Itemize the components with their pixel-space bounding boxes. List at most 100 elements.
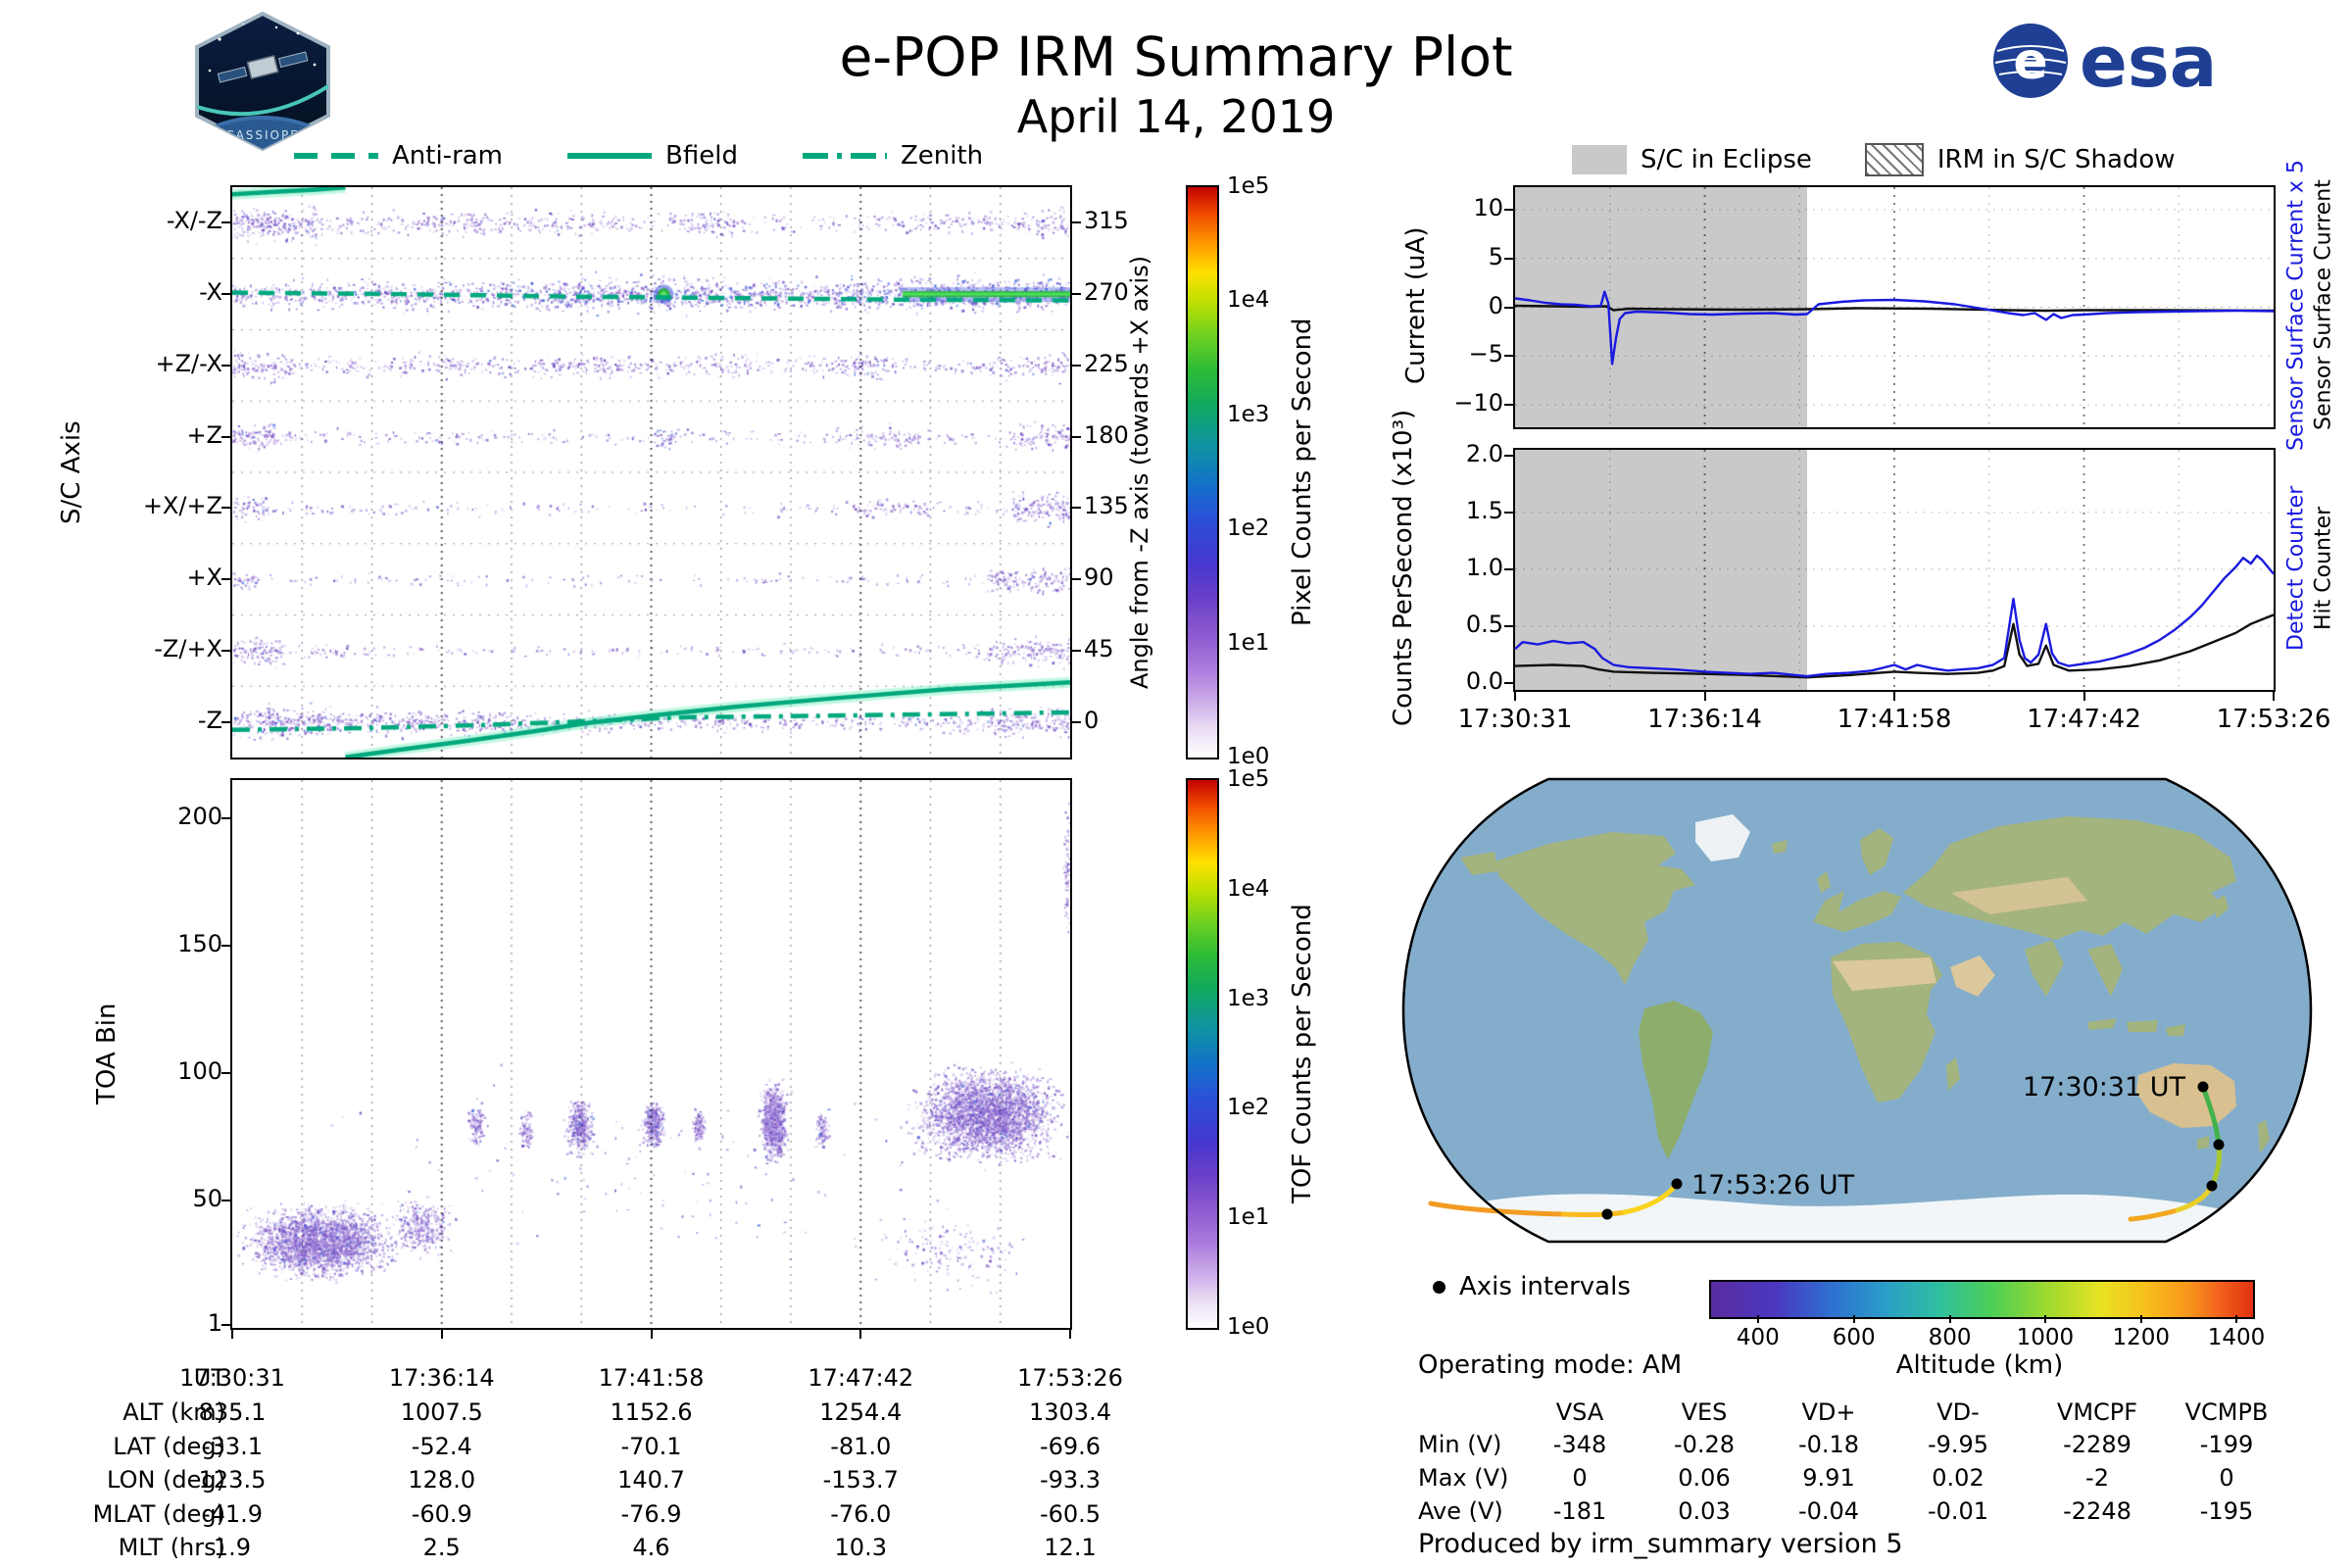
voltage-cell: -2248 (2063, 1497, 2132, 1525)
altitude-tick-label: 800 (1928, 1325, 1972, 1350)
angle-tick-label: 225 (1084, 349, 1129, 377)
sc-axis-tick-label: -Z/+X (154, 634, 222, 662)
footer-produced-by: Produced by irm_summary version 5 (1418, 1529, 1903, 1559)
india (2025, 940, 2064, 997)
sc-axis-tick-label: -X (199, 278, 222, 307)
voltage-cell: -0.04 (1797, 1497, 1860, 1525)
pixel-colorbar-tick: 1e2 (1227, 515, 1270, 542)
axis-tick (221, 1200, 230, 1201)
x-axis-tick (440, 1330, 443, 1339)
ephemeris-cell: 835.1 (198, 1398, 267, 1426)
voltage-cell: -195 (2199, 1497, 2254, 1525)
time-tick-label: 17:41:58 (1837, 705, 1952, 734)
ephemeris-cell: 17:30:31 (179, 1364, 285, 1392)
tof-colorbar-tick: 1e1 (1227, 1204, 1270, 1231)
ephemeris-cell: -153.7 (822, 1466, 899, 1494)
axis-tick (1504, 567, 1513, 570)
x-axis-tick (1893, 692, 1895, 701)
altitude-label: Altitude (km) (1895, 1350, 2064, 1380)
toa-tick-label: 50 (192, 1185, 222, 1212)
hit-counter-label: Hit Counter (2311, 506, 2336, 630)
detect-counter-label: Detect Counter (2283, 485, 2309, 651)
x-axis-tick (650, 1330, 653, 1339)
altitude-tick (2235, 1315, 2238, 1323)
voltage-cell: 0 (1572, 1464, 1588, 1492)
toa-tick-label: 150 (177, 930, 222, 957)
altitude-tick (2139, 1315, 2142, 1323)
voltage-column-header: VCMPB (2184, 1398, 2269, 1426)
esa-wordmark: esa (2080, 21, 2217, 103)
operating-mode: Operating mode: AM (1418, 1350, 1683, 1380)
pixel-colorbar-tick: 1e0 (1227, 744, 1270, 769)
ephemeris-row-label: MLT (hrs) (118, 1534, 225, 1561)
axis-tick (221, 1072, 230, 1074)
toa-tick-label: 100 (177, 1057, 222, 1085)
legend-item-shadow: IRM in S/C Shadow (1864, 143, 2176, 176)
x-axis-tick (2082, 692, 2085, 701)
japan (2213, 895, 2229, 918)
eclipse-swatch (1572, 145, 1627, 174)
ephemeris-cell: -81.0 (830, 1433, 892, 1460)
page-subtitle: April 14, 2019 (1016, 90, 1336, 143)
voltage-cell: 0.03 (1678, 1497, 1731, 1525)
tof-colorbar-tick: 1e5 (1227, 766, 1270, 792)
satellite-icon (217, 51, 309, 83)
axis-intervals-label: Axis intervals (1459, 1272, 1631, 1301)
ephemeris-cell: 128.0 (408, 1466, 476, 1494)
axis-tick (1072, 720, 1081, 723)
counts-plot (1514, 450, 2275, 690)
voltage-column-header: VES (1681, 1398, 1728, 1426)
angle-tick-label: 90 (1084, 564, 1114, 592)
axis-tick (221, 293, 230, 296)
cassiope-mission-badge: CASSIOPE (195, 11, 330, 152)
continents (1441, 814, 2278, 1242)
counts-tick-label: 0.0 (1465, 667, 1503, 696)
sensor-current-x5-label: Sensor Surface Current x 5 (2283, 160, 2309, 451)
ground-track (1428, 1084, 2223, 1222)
voltage-cell: 0.02 (1932, 1464, 1984, 1492)
voltage-cell: 0 (2219, 1464, 2234, 1492)
axis-tick (221, 649, 230, 652)
angle-tick-label: 315 (1084, 207, 1129, 235)
axis-tick (221, 435, 230, 438)
badge-text: CASSIOPE (225, 128, 300, 142)
south-america (1639, 1001, 1713, 1159)
legend-label: Zenith (900, 141, 984, 171)
ephemeris-cell: 1152.6 (610, 1398, 693, 1426)
legend-label: S/C in Eclipse (1641, 145, 1812, 174)
voltage-cell: -181 (1552, 1497, 1607, 1525)
arabia (1950, 956, 1995, 997)
sc-axis-tick-label: +Z (186, 420, 222, 449)
axis-interval-dot-icon (1433, 1280, 1446, 1294)
track-start-label: 17:30:31 UT (2023, 1072, 2186, 1102)
axis-tick (221, 945, 230, 947)
voltage-cell: 0.06 (1678, 1464, 1731, 1492)
pixel-colorbar-tick: 1e1 (1227, 629, 1270, 656)
axis-tick (1504, 208, 1513, 211)
axis-tick (1504, 624, 1513, 627)
axis-tick (1504, 404, 1513, 407)
axis-tick (1072, 578, 1081, 581)
voltage-cell: -2 (2085, 1464, 2109, 1492)
ephemeris-cell: 140.7 (617, 1466, 685, 1494)
current-panel (1513, 185, 2276, 429)
sensor-current-label: Sensor Surface Current (2311, 179, 2336, 431)
zenith-dashdot-swatch (802, 153, 887, 159)
voltage-column-header: VSA (1555, 1398, 1604, 1426)
track-end-label: 17:53:26 UT (1691, 1170, 1855, 1200)
sc-axis-ylabel: S/C Axis (57, 420, 86, 524)
altitude-tick (1852, 1315, 1855, 1323)
counts-tick-label: 0.5 (1465, 610, 1503, 638)
ephemeris-cell: 17:53:26 (1017, 1364, 1123, 1392)
pixel-colorbar-tick: 1e5 (1227, 173, 1270, 199)
map-outline (1401, 777, 2313, 1244)
legend-item-zenith: Zenith (802, 141, 984, 171)
axis-tick (221, 507, 230, 510)
voltage-cell: -0.28 (1673, 1431, 1736, 1458)
voltage-row-label: Min (V) (1418, 1431, 1502, 1458)
ephemeris-cell: -70.1 (620, 1433, 682, 1460)
altitude-tick-label: 1400 (2207, 1325, 2266, 1350)
sc-axis-spectrogram-panel (230, 185, 1072, 760)
current-tick-label: 0 (1488, 291, 1503, 319)
angle-tick-label: 45 (1084, 634, 1114, 662)
